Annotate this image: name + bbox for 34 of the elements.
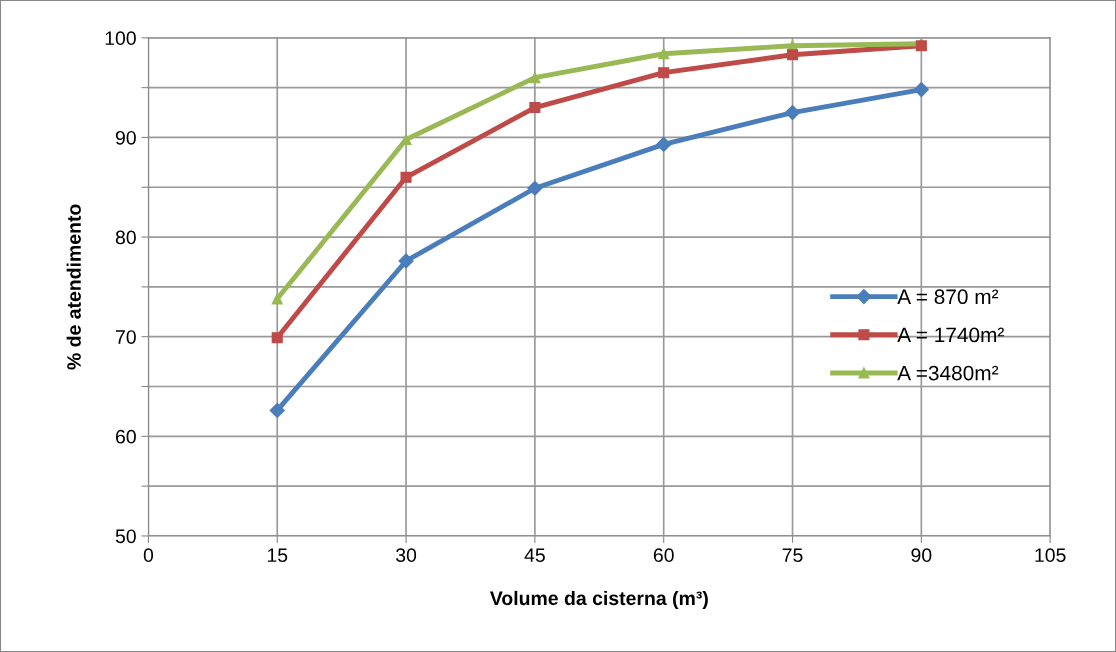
point [527, 180, 543, 196]
legend-label: A =3480m² [897, 365, 999, 381]
x-tick-label: 90 [911, 548, 932, 563]
point [398, 253, 414, 269]
point [786, 49, 799, 61]
y-tick-label: 80 [115, 230, 136, 245]
point [529, 72, 541, 84]
x-tick-label: 75 [782, 548, 803, 563]
x-tick-label: 45 [524, 548, 545, 563]
point [658, 67, 670, 79]
point [271, 332, 283, 344]
x-tick-label: 30 [395, 548, 417, 563]
x-tick-label: 15 [267, 548, 288, 563]
point [913, 82, 929, 98]
point [656, 136, 672, 152]
y-tick-label: 60 [115, 429, 136, 444]
legend-label: A = 870 m² [897, 289, 999, 305]
y-tick-label: 90 [115, 130, 136, 145]
x-tick-label: 60 [653, 548, 674, 563]
y-tick-label: 100 [105, 31, 136, 46]
point [400, 171, 412, 183]
legend-label: A = 1740m² [897, 327, 1004, 343]
y-tick-label: 70 [115, 330, 136, 344]
x-tick-label: 0 [143, 548, 154, 563]
point [784, 104, 801, 121]
point [529, 101, 541, 114]
point [269, 402, 285, 418]
point [658, 48, 670, 60]
x-axis-title: Volume da cisterna (m³) [489, 590, 708, 609]
x-tick-label: 105 [1035, 548, 1066, 563]
point [271, 293, 283, 305]
y-tick-label: 50 [115, 529, 136, 544]
y-axis-title: % de atendimento [66, 204, 81, 370]
point [400, 133, 412, 145]
